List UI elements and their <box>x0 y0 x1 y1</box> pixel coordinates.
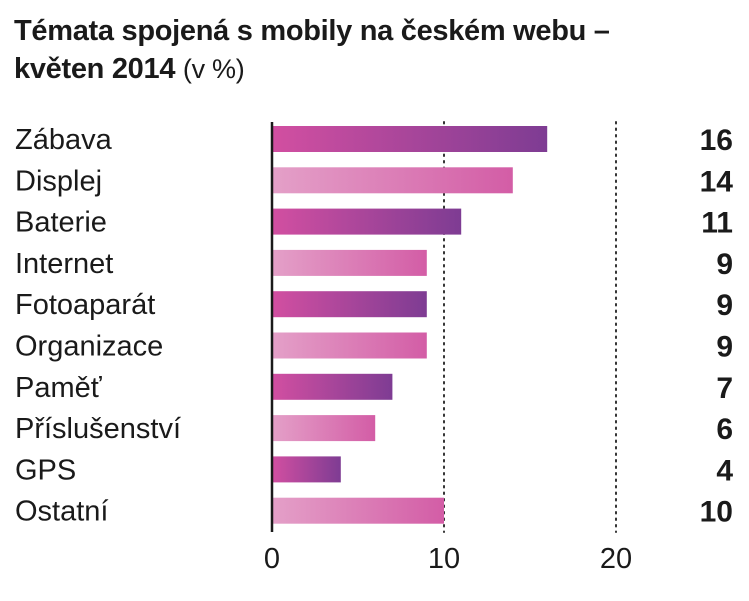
category-label: Fotoaparát <box>15 289 155 321</box>
category-labels: Zábava Displej Baterie Internet Fotoaparát Or… <box>15 124 181 528</box>
bar-9 <box>272 456 341 483</box>
category-label: Organizace <box>15 331 163 363</box>
x-tick-label: 20 <box>600 543 632 575</box>
chart-title-unit: (v %) <box>182 54 245 84</box>
bar-5 <box>272 291 427 318</box>
value-labels: 16 14 11 9 9 9 7 6 4 10 <box>700 124 734 529</box>
value-label: 7 <box>716 372 733 405</box>
chart-title: Témata spojená s mobily na českém webu –… <box>14 12 734 88</box>
x-tick-label: 10 <box>428 543 460 575</box>
bar-10 <box>272 497 444 524</box>
category-label: Příslušenství <box>15 413 181 445</box>
bar-2 <box>272 167 513 194</box>
x-tick-label: 0 <box>264 543 280 575</box>
category-label: Baterie <box>15 207 107 239</box>
category-label: Displej <box>15 165 102 197</box>
value-label: 9 <box>716 289 733 322</box>
value-label: 10 <box>700 496 733 529</box>
value-label: 9 <box>716 331 733 364</box>
category-label: Zábava <box>15 124 113 156</box>
value-label: 16 <box>700 124 733 157</box>
bar-3 <box>272 208 462 235</box>
category-label: Internet <box>15 248 113 280</box>
bar-8 <box>272 415 376 442</box>
bar-7 <box>272 373 393 400</box>
chart-title-date: květen 2014 <box>14 53 176 85</box>
x-tick-labels: 0 10 20 <box>264 543 632 575</box>
chart-title-line2: květen 2014 (v %) <box>14 50 734 88</box>
value-label: 4 <box>716 454 733 487</box>
category-label: Ostatní <box>15 496 109 528</box>
value-label: 6 <box>716 413 733 446</box>
chart-title-line1: Témata spojená s mobily na českém webu – <box>14 15 610 47</box>
value-label: 9 <box>716 248 733 281</box>
bar-4 <box>272 249 427 276</box>
category-label: GPS <box>15 454 76 486</box>
value-label: 14 <box>700 165 734 198</box>
bar-6 <box>272 332 427 359</box>
value-label: 11 <box>701 207 733 240</box>
category-label: Paměť <box>15 372 103 404</box>
bars <box>272 126 548 524</box>
bar-1 <box>272 126 548 152</box>
